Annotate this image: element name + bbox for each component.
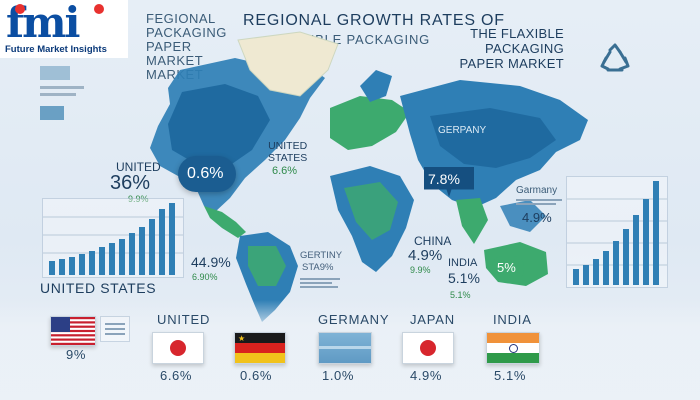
africa-highlight: [344, 182, 398, 240]
bottom-label-6: INDIA: [493, 312, 532, 327]
central-america: [204, 206, 246, 238]
map-sub-south-left: 6.90%: [192, 272, 218, 282]
japan-flag-icon: [152, 332, 204, 364]
southeast-asia: [500, 200, 546, 232]
south-america-highlight: [248, 246, 286, 286]
map-sub-india: 5.1%: [450, 290, 471, 300]
bottom-label-4: GERMANY: [318, 312, 390, 327]
left-bar-chart-panel: [42, 198, 184, 278]
right-heading: THE FLAXIBLE PACKAGING PAPER MARKET: [459, 26, 564, 71]
page-title: REGIONAL GROWTH RATES OF: [243, 12, 505, 29]
map-sub-south-region: STA9%: [302, 262, 334, 273]
scandinavia: [360, 70, 392, 102]
us-rate-bubble: 0.6%: [178, 156, 236, 192]
recycle-icon: [598, 42, 632, 76]
germany-flag-icon: ★: [234, 332, 286, 364]
map-value-south-left: 44.9%: [191, 254, 231, 270]
map-label-united-states: UNITED STATES: [268, 140, 308, 164]
right-bar-chart: [567, 181, 667, 285]
right-panel-text-lines: [516, 197, 566, 209]
japan-flag-icon-2: [402, 332, 454, 364]
india-landmass: [456, 198, 488, 244]
logo-dot-2: [94, 4, 104, 14]
map-sub-china: 9.9%: [410, 265, 431, 275]
map-label-south-region: GERTINY: [300, 250, 343, 261]
australia-rate-bubble: 5%: [492, 256, 524, 280]
right-panel-value: 4.9%: [522, 210, 552, 225]
north-america-highlight: [168, 84, 270, 168]
left-bar-chart: [43, 203, 183, 275]
fmi-logo: fmi Future Market Insights: [0, 0, 128, 58]
left-panel-label: UNITED: [116, 160, 161, 174]
left-panel-bottom-label: UNITED STATES: [40, 280, 157, 296]
bottom-value-3: 0.6%: [240, 368, 273, 383]
europe-landmass: [330, 96, 410, 150]
greenland: [237, 31, 339, 97]
left-panel-small-value: 9.9%: [128, 194, 149, 204]
map-label-china: CHINA: [414, 234, 452, 248]
bottom-value-4: 1.0%: [322, 368, 355, 383]
left-panel-big-value: 36%: [110, 172, 151, 194]
logo-company-name: Future Market Insights: [5, 44, 107, 55]
left-decor-blocks: [40, 66, 102, 146]
bottom-value-6: 5.1%: [494, 368, 527, 383]
bottom-value-2: 6.6%: [160, 368, 193, 383]
map-value-india: 5.1%: [448, 270, 480, 286]
bottom-label-5: JAPAN: [410, 312, 455, 327]
map-label-germany: GERPANY: [438, 125, 487, 136]
map-value-united-states: 6.6%: [272, 165, 298, 177]
right-bar-chart-panel: [566, 176, 668, 288]
map-value-china: 4.9%: [408, 247, 443, 264]
usa-flag-icon: [50, 316, 96, 346]
bottom-label-2: UNITED: [157, 312, 211, 327]
map-label-india: INDIA: [448, 257, 478, 269]
bottom-value-1: 9%: [66, 347, 86, 362]
bottom-value-5: 4.9%: [410, 368, 443, 383]
asia-highlight: [430, 108, 556, 168]
bottom-decor-card: [100, 316, 130, 342]
india-flag-icon: [486, 332, 540, 364]
logo-dot-1: [15, 4, 25, 14]
blue-flag-icon: [318, 332, 372, 364]
right-panel-label: Garmany: [516, 185, 558, 196]
south-region-text-lines: [300, 276, 344, 290]
left-heading: Fegional Packaging Paper Market Market: [146, 11, 227, 82]
